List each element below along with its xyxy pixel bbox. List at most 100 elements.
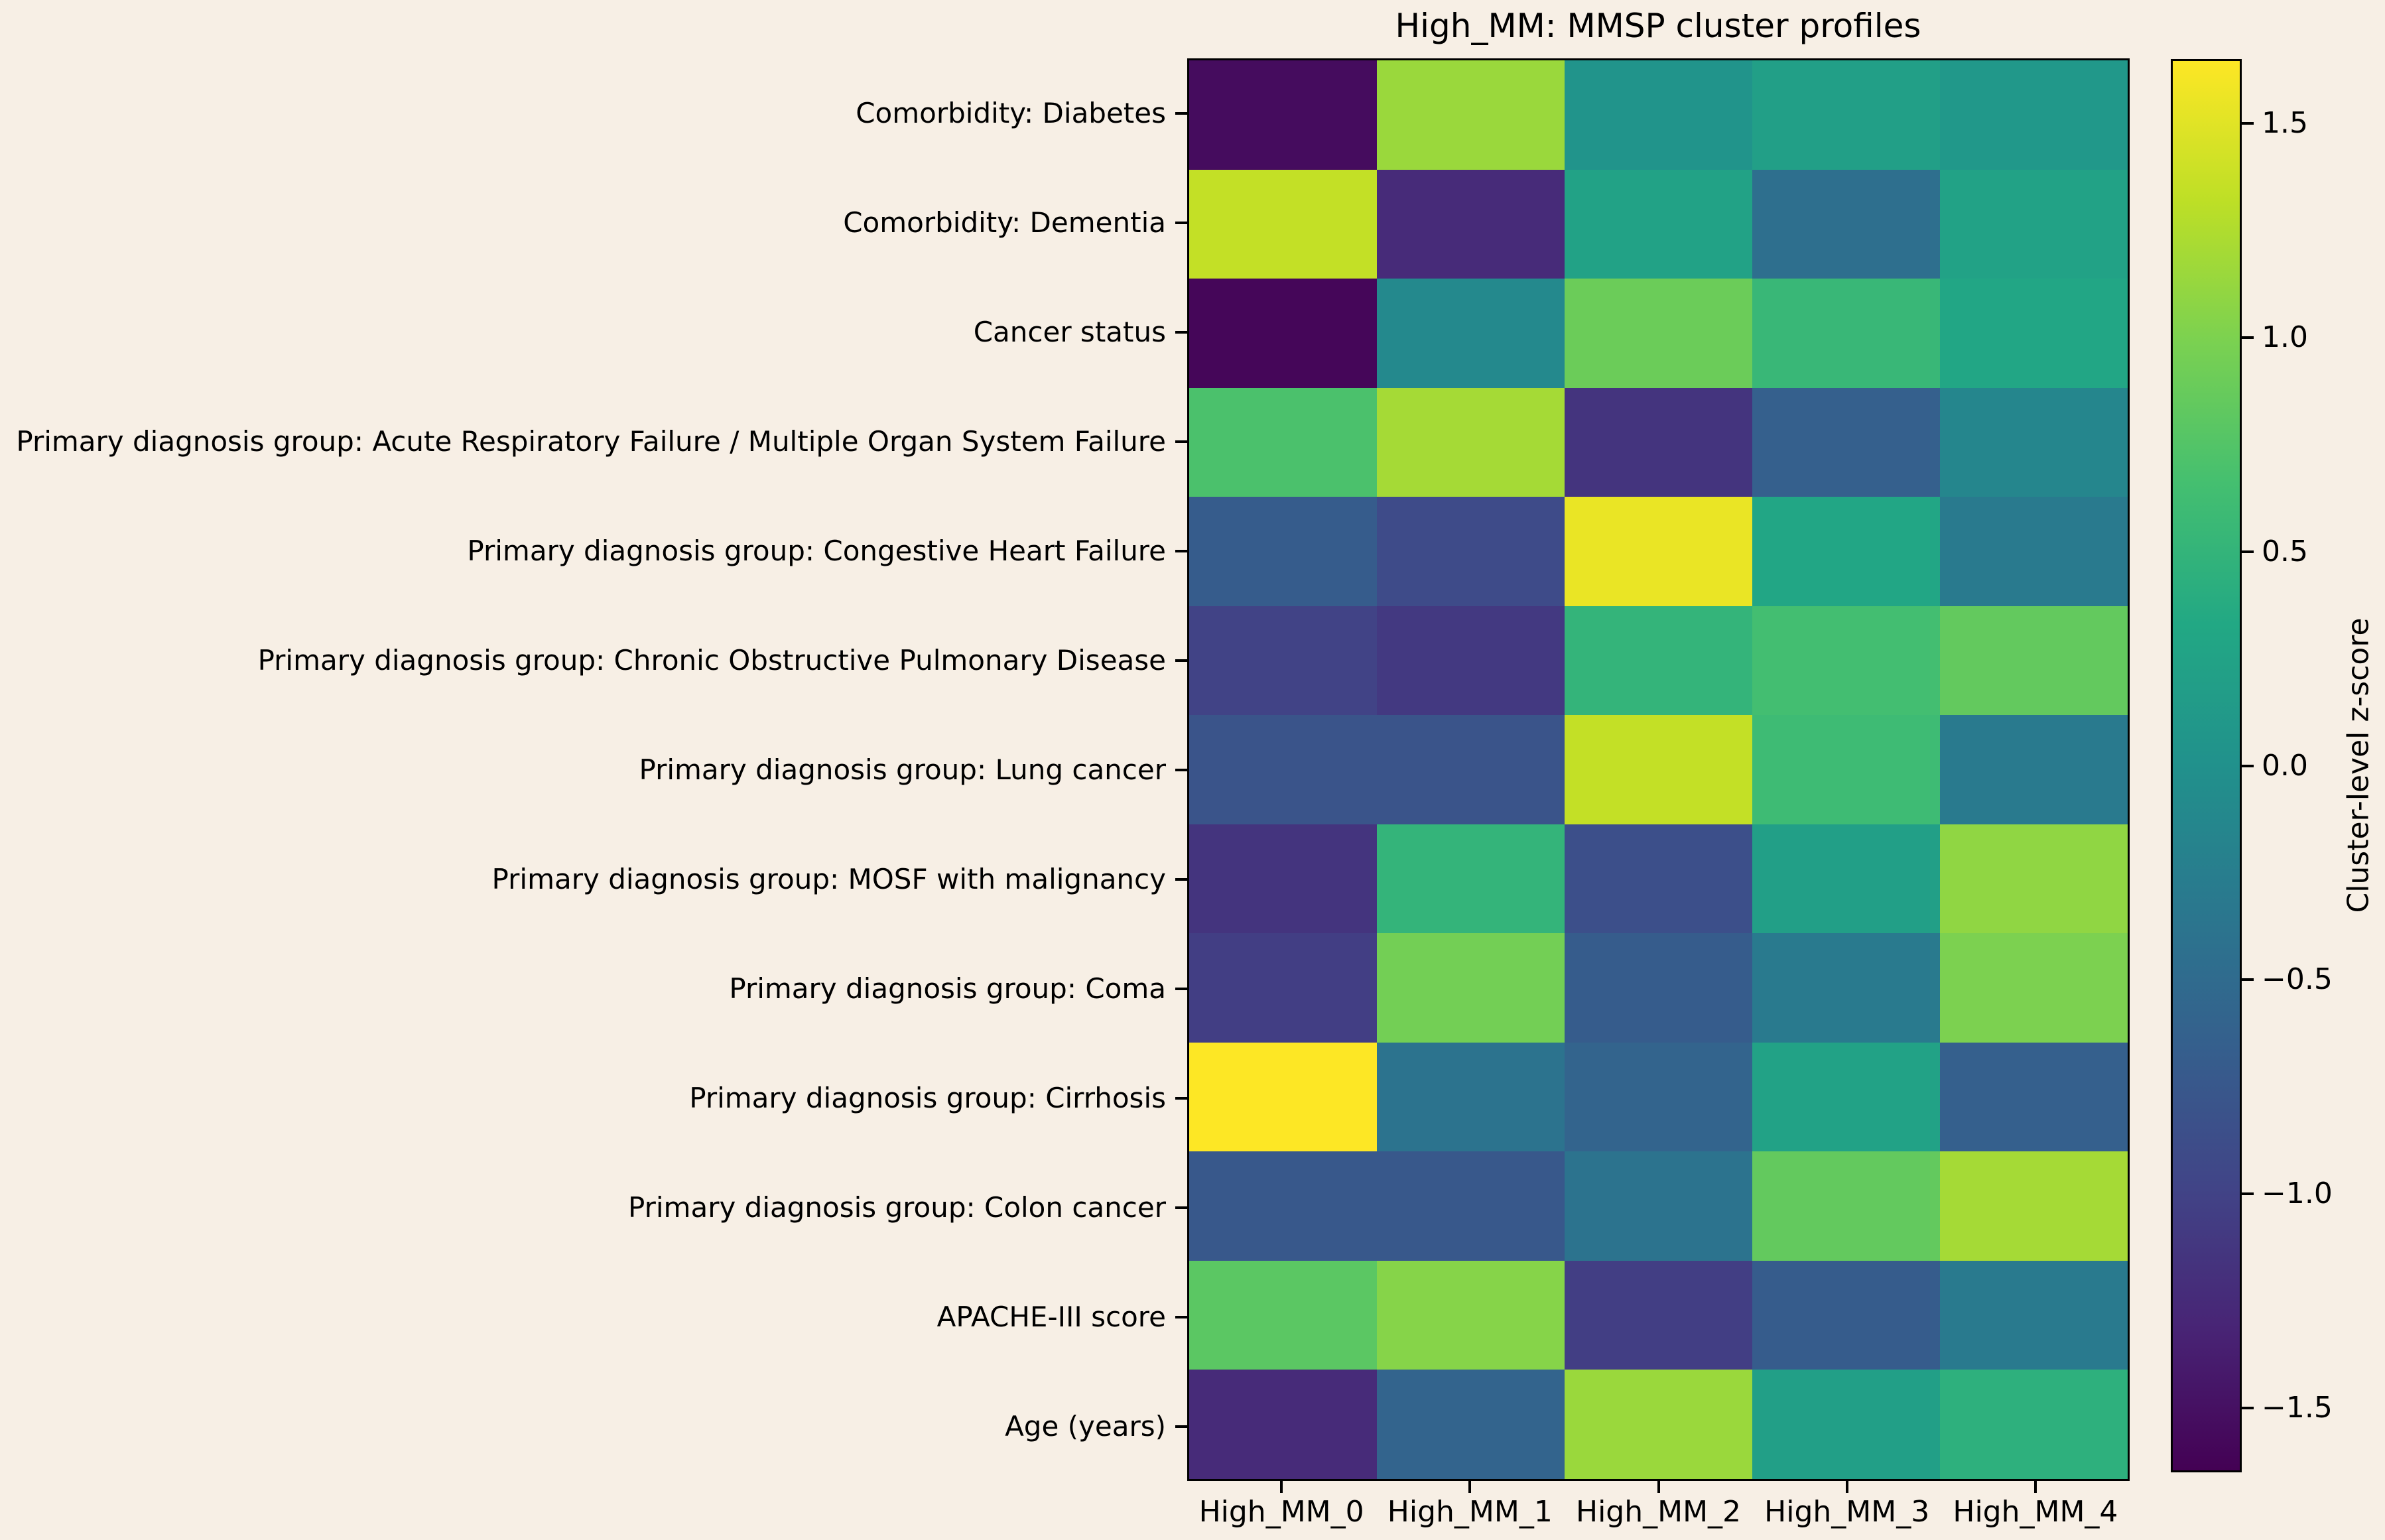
row-label: Primary diagnosis group: Acute Respirato… bbox=[16, 424, 1166, 458]
colorbar bbox=[2171, 59, 2242, 1472]
heatmap-cell bbox=[1752, 169, 1940, 279]
heatmap-cell bbox=[1377, 715, 1565, 824]
chart-title: High_MM: MMSP cluster profiles bbox=[1395, 7, 1921, 45]
heatmap-cell bbox=[1752, 1151, 1940, 1261]
heatmap-cell bbox=[1189, 1370, 1377, 1479]
heatmap-cell bbox=[1752, 1260, 1940, 1370]
heatmap-cell bbox=[1377, 279, 1565, 388]
heatmap-cell bbox=[1377, 606, 1565, 716]
heatmap-cell bbox=[1940, 715, 2128, 824]
heatmap-cell bbox=[1940, 387, 2128, 497]
row-label: Primary diagnosis group: Cirrhosis bbox=[689, 1081, 1166, 1114]
heatmap-cell bbox=[1189, 933, 1377, 1043]
heatmap-cell bbox=[1189, 1260, 1377, 1370]
row-label: Primary diagnosis group: MOSF with malig… bbox=[491, 862, 1166, 895]
heatmap-cell bbox=[1565, 1151, 1752, 1261]
heatmap-cell bbox=[1940, 933, 2128, 1043]
y-tick bbox=[1175, 1315, 1187, 1318]
colorbar-tick-label: −0.5 bbox=[2262, 962, 2333, 997]
y-tick bbox=[1175, 221, 1187, 224]
heatmap-cell bbox=[1940, 1260, 2128, 1370]
heatmap-cell bbox=[1752, 715, 1940, 824]
y-tick bbox=[1175, 330, 1187, 334]
heatmap-cell bbox=[1940, 1042, 2128, 1152]
heatmap-cell bbox=[1940, 1370, 2128, 1479]
heatmap-cell bbox=[1377, 933, 1565, 1043]
heatmap-cell bbox=[1189, 715, 1377, 824]
colorbar-tick bbox=[2242, 1407, 2254, 1410]
row-label: Cancer status bbox=[973, 315, 1166, 348]
heatmap-cell bbox=[1377, 169, 1565, 279]
heatmap-cell bbox=[1189, 279, 1377, 388]
x-tick bbox=[1845, 1481, 1848, 1493]
colorbar-tick-label: −1.5 bbox=[2262, 1391, 2333, 1425]
heatmap-cell bbox=[1189, 169, 1377, 279]
heatmap-cell bbox=[1752, 279, 1940, 388]
heatmap-cell bbox=[1565, 497, 1752, 606]
heatmap-grid bbox=[1187, 58, 2130, 1481]
heatmap-cell bbox=[1565, 279, 1752, 388]
heatmap-cell bbox=[1752, 824, 1940, 934]
heatmap-cell bbox=[1752, 497, 1940, 606]
heatmap-cell bbox=[1189, 606, 1377, 716]
colorbar-tick bbox=[2242, 336, 2254, 339]
colorbar-tick-label: 1.5 bbox=[2262, 105, 2308, 140]
colorbar-tick-label: 1.0 bbox=[2262, 320, 2308, 354]
heatmap-cell bbox=[1377, 1151, 1565, 1261]
heatmap-cell bbox=[1940, 60, 2128, 170]
heatmap-cell bbox=[1189, 60, 1377, 170]
row-label: Primary diagnosis group: Congestive Hear… bbox=[467, 534, 1166, 567]
column-label: High_MM_2 bbox=[1575, 1495, 1742, 1529]
y-tick bbox=[1175, 111, 1187, 115]
heatmap-cell bbox=[1940, 169, 2128, 279]
colorbar-tick bbox=[2242, 978, 2254, 982]
heatmap-cell bbox=[1752, 606, 1940, 716]
y-tick bbox=[1175, 877, 1187, 881]
heatmap-cell bbox=[1377, 824, 1565, 934]
heatmap-cell bbox=[1752, 1042, 1940, 1152]
heatmap-cell bbox=[1189, 497, 1377, 606]
row-label: Primary diagnosis group: Coma bbox=[729, 972, 1166, 1005]
heatmap-cell bbox=[1565, 715, 1752, 824]
row-label: APACHE-III score bbox=[936, 1300, 1166, 1333]
heatmap-cell bbox=[1565, 1260, 1752, 1370]
heatmap-cell bbox=[1565, 606, 1752, 716]
heatmap-cell bbox=[1940, 497, 2128, 606]
colorbar-tick-label: −1.0 bbox=[2262, 1177, 2333, 1211]
colorbar-tick-label: 0.5 bbox=[2262, 534, 2308, 568]
row-label: Primary diagnosis group: Lung cancer bbox=[639, 753, 1166, 786]
y-tick bbox=[1175, 440, 1187, 443]
heatmap-cell bbox=[1940, 279, 2128, 388]
colorbar-tick bbox=[2242, 1192, 2254, 1196]
heatmap-cell bbox=[1377, 60, 1565, 170]
y-tick bbox=[1175, 1425, 1187, 1428]
heatmap-cell bbox=[1565, 824, 1752, 934]
heatmap-cell bbox=[1565, 933, 1752, 1043]
y-tick bbox=[1175, 659, 1187, 662]
row-label: Primary diagnosis group: Colon cancer bbox=[628, 1190, 1166, 1224]
colorbar-axis-label: Cluster-level z-score bbox=[2341, 617, 2376, 913]
column-label: High_MM_1 bbox=[1387, 1495, 1553, 1529]
heatmap-cell bbox=[1565, 1042, 1752, 1152]
heatmap-cell bbox=[1752, 933, 1940, 1043]
column-label: High_MM_0 bbox=[1198, 1495, 1364, 1529]
colorbar-tick bbox=[2242, 121, 2254, 125]
row-label: Age (years) bbox=[1005, 1409, 1166, 1443]
row-label: Primary diagnosis group: Chronic Obstruc… bbox=[257, 643, 1166, 676]
colorbar-tick bbox=[2242, 550, 2254, 553]
x-tick bbox=[1657, 1481, 1660, 1493]
y-tick bbox=[1175, 987, 1187, 990]
colorbar-tick-label: 0.0 bbox=[2262, 748, 2308, 783]
heatmap-cell bbox=[1189, 387, 1377, 497]
heatmap-cell bbox=[1940, 824, 2128, 934]
heatmap-cell bbox=[1565, 169, 1752, 279]
heatmap-cell bbox=[1377, 1042, 1565, 1152]
y-tick bbox=[1175, 1096, 1187, 1100]
heatmap-cell bbox=[1377, 387, 1565, 497]
column-label: High_MM_3 bbox=[1764, 1495, 1930, 1529]
colorbar-tick bbox=[2242, 764, 2254, 767]
row-label: Comorbidity: Diabetes bbox=[856, 96, 1166, 129]
heatmap-cell bbox=[1752, 60, 1940, 170]
heatmap-cell bbox=[1565, 387, 1752, 497]
